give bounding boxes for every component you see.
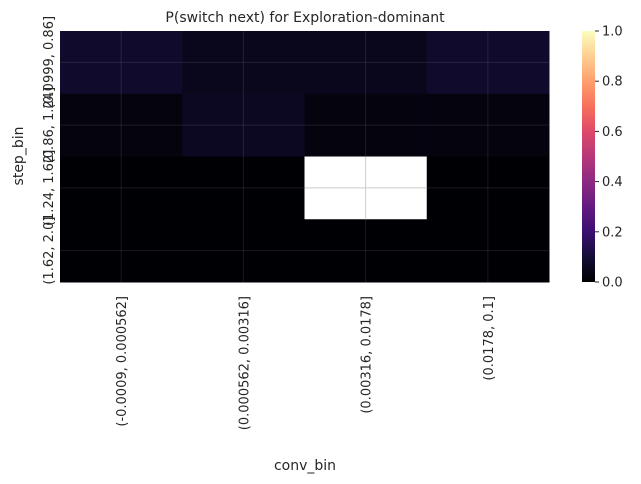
heatmap-cell [304,93,428,157]
x-axis-label: conv_bin [274,458,336,474]
heatmap-cell [426,93,550,157]
colorbar [582,31,595,282]
colorbar-tick-label: 0.6 [602,125,623,140]
y-tick-labels: (0.0999, 0.86](0.86, 1.24](1.24, 1.62](1… [42,16,57,285]
heatmap-cell [182,219,305,283]
y-tick-label: (0.86, 1.24] [42,87,57,163]
heatmap-cell [426,31,550,95]
colorbar-ticks: 0.0 0.2 0.4 0.6 0.8 1.0 [595,25,623,291]
x-tick-labels: (-0.0009, 0.000562] (0.000562, 0.00316] (0… [115,296,497,430]
y-tick-label: (1.62, 2.0] [42,217,57,285]
x-tick-label: (-0.0009, 0.000562] [115,296,130,427]
colorbar-tick-label: 0.0 [602,276,623,291]
heatmap-cell [426,219,550,283]
heatmap-cell [60,93,183,157]
y-tick-label: (0.0999, 0.86] [42,16,57,109]
heatmap-cell [304,219,428,283]
colorbar-tick-label: 1.0 [602,25,623,40]
heatmap-cell [304,31,428,95]
x-tick-label: (0.00316, 0.0178] [360,296,375,414]
heatmap-cell [60,219,183,283]
x-tick-label: (0.000562, 0.00316] [237,296,252,430]
heatmap-cell [182,156,305,220]
heatmap-cells [60,31,550,283]
heatmap-cell [426,156,550,220]
heatmap-cell [182,93,305,157]
y-axis-label: step_bin [11,127,27,186]
y-tick-label: (1.24, 1.62] [42,150,57,226]
heatmap-cell [60,156,183,220]
colorbar-tick-label: 0.2 [602,225,623,240]
colorbar-tick-label: 0.4 [602,175,623,190]
chart-title: P(switch next) for Exploration-dominant [165,10,445,26]
heatmap-cell [60,31,183,95]
colorbar-tick-label: 0.8 [602,75,623,90]
x-tick-label: (0.0178, 0.1] [482,296,497,381]
heatmap-cell [182,31,305,95]
grid-lines [60,31,549,282]
